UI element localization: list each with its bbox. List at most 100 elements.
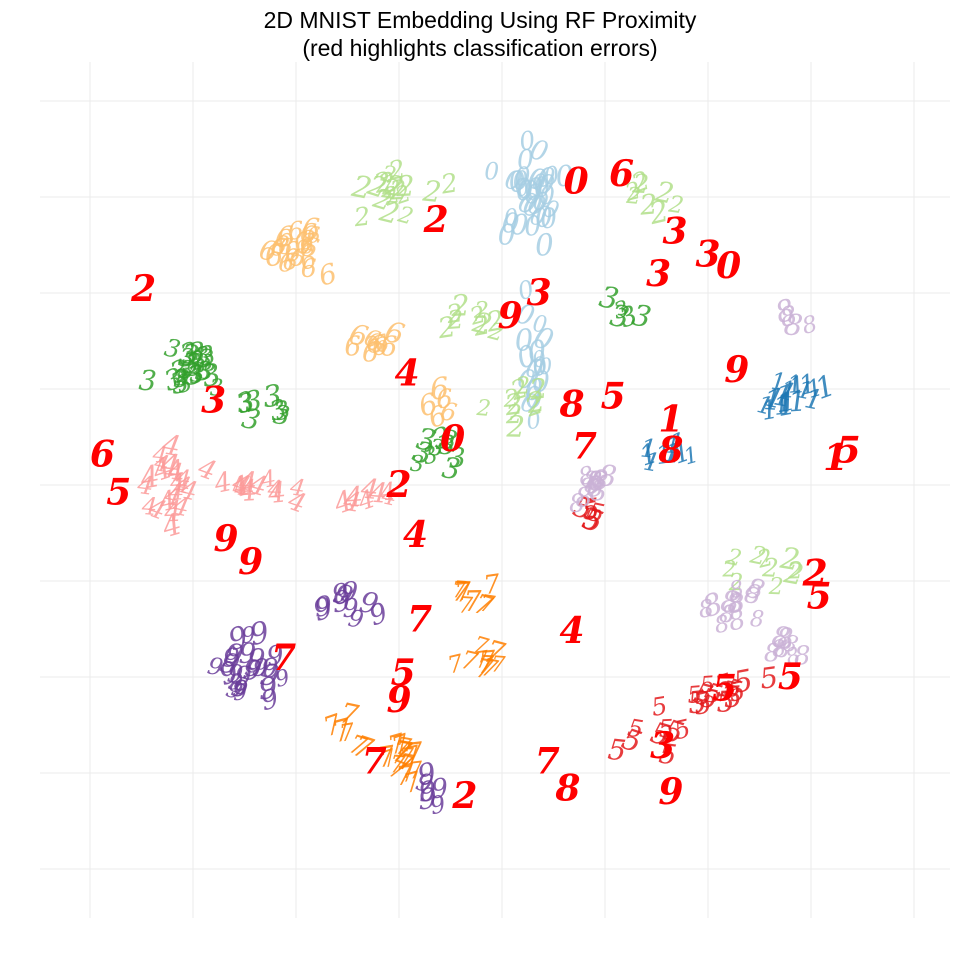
digit-point-6: 6 — [299, 219, 318, 250]
error-point-6: 6 — [609, 153, 634, 195]
digit-point-3: 3 — [173, 365, 190, 392]
digit-point-2: 2 — [514, 371, 531, 400]
digit-point-0: 0 — [502, 204, 519, 232]
digit-point-2: 2 — [385, 154, 408, 186]
digit-point-4: 4 — [151, 450, 172, 479]
digit-point-6: 6 — [428, 371, 451, 408]
digit-point-0: 0 — [500, 206, 520, 240]
digit-point-3: 3 — [186, 335, 207, 370]
digit-point-7: 7 — [458, 592, 475, 619]
digit-point-2: 2 — [787, 557, 804, 584]
digit-point-8: 8 — [589, 474, 607, 507]
digit-point-6: 6 — [297, 244, 321, 277]
digit-point-5: 5 — [671, 714, 693, 746]
digit-point-2: 2 — [505, 410, 525, 444]
error-point-9: 9 — [498, 295, 523, 337]
digit-point-5: 5 — [758, 661, 780, 696]
error-point-3: 3 — [650, 725, 675, 767]
digit-point-0: 0 — [516, 176, 534, 207]
digit-point-0: 0 — [523, 211, 542, 243]
digit-point-2: 2 — [721, 556, 737, 582]
digit-point-0: 0 — [514, 161, 532, 192]
digit-point-8: 8 — [719, 584, 742, 620]
digit-point-0: 0 — [525, 173, 544, 205]
digit-point-7: 7 — [478, 589, 497, 619]
digit-point-8: 8 — [770, 635, 788, 663]
digit-point-2: 2 — [445, 305, 464, 336]
digit-point-3: 3 — [194, 342, 215, 374]
digit-point-7: 7 — [458, 644, 481, 677]
digit-point-4: 4 — [158, 447, 181, 483]
digit-point-1: 1 — [802, 383, 825, 417]
digit-point-9: 9 — [330, 583, 352, 619]
digit-point-7: 7 — [445, 649, 467, 680]
grid — [40, 62, 950, 918]
digit-point-9: 9 — [346, 604, 366, 634]
digit-point-2: 2 — [502, 384, 520, 413]
digit-point-6: 6 — [438, 396, 460, 428]
digit-point-4: 4 — [238, 466, 258, 499]
digit-point-8: 8 — [576, 460, 597, 491]
digit-point-4: 4 — [163, 497, 182, 529]
digit-point-3: 3 — [440, 450, 463, 486]
digit-point-4: 4 — [227, 471, 250, 502]
digit-point-8: 8 — [725, 605, 748, 638]
digit-point-0: 0 — [524, 373, 543, 408]
error-point-7: 7 — [407, 598, 432, 640]
digit-point-1: 1 — [777, 375, 800, 407]
error-point-8: 8 — [554, 767, 580, 809]
digit-point-7: 7 — [478, 645, 498, 676]
error-point-9: 9 — [238, 541, 263, 583]
digit-point-3: 3 — [195, 340, 219, 373]
digit-point-4: 4 — [135, 470, 156, 501]
digit-point-3: 3 — [194, 342, 212, 370]
digit-point-3: 3 — [611, 296, 632, 325]
digit-point-9: 9 — [241, 622, 257, 649]
digit-point-9: 9 — [251, 652, 270, 683]
error-point-5: 5 — [391, 652, 416, 694]
digit-point-4: 4 — [168, 468, 186, 497]
chart-title: 2D MNIST Embedding Using RF Proximity — [263, 7, 697, 33]
digit-point-0: 0 — [537, 354, 553, 380]
digit-point-5: 5 — [699, 672, 715, 699]
digit-point-2: 2 — [379, 173, 403, 207]
error-point-3: 3 — [695, 234, 720, 276]
digit-point-2: 2 — [352, 202, 372, 233]
digit-point-1: 1 — [654, 439, 674, 471]
digit-point-8: 8 — [800, 311, 820, 340]
error-point-5: 5 — [807, 575, 832, 617]
digit-point-7: 7 — [452, 577, 467, 603]
digit-point-3: 3 — [183, 347, 206, 384]
error-point-2: 2 — [451, 775, 477, 817]
digit-point-7: 7 — [490, 651, 507, 678]
digit-point-2: 2 — [378, 161, 399, 190]
digit-point-2: 2 — [370, 166, 394, 200]
digit-point-1: 1 — [787, 371, 808, 401]
digit-point-2: 2 — [444, 298, 465, 329]
digit-point-1: 1 — [795, 375, 815, 405]
digit-point-2: 2 — [438, 168, 460, 200]
digit-point-3: 3 — [173, 365, 189, 394]
error-point-4: 4 — [395, 353, 420, 395]
digit-point-9: 9 — [272, 664, 292, 693]
error-point-0: 0 — [440, 418, 465, 460]
digit-point-9: 9 — [232, 679, 248, 706]
digit-point-7: 7 — [482, 569, 503, 601]
digit-point-0: 0 — [532, 365, 550, 398]
digit-point-9: 9 — [339, 576, 359, 608]
digit-point-2: 2 — [449, 288, 470, 323]
digit-point-2: 2 — [485, 317, 507, 347]
digit-point-5: 5 — [725, 676, 748, 709]
digit-point-6: 6 — [316, 258, 341, 292]
digit-point-7: 7 — [473, 654, 494, 686]
digit-point-9: 9 — [258, 683, 282, 717]
digit-point-6: 6 — [274, 223, 293, 254]
digit-point-1: 1 — [664, 441, 684, 469]
digit-point-2: 2 — [466, 300, 489, 331]
digit-point-3: 3 — [427, 434, 446, 462]
digit-point-5: 5 — [686, 682, 703, 709]
digit-point-9: 9 — [234, 661, 252, 692]
digit-point-4: 4 — [258, 466, 278, 495]
digit-point-1: 1 — [769, 367, 787, 397]
digit-point-8: 8 — [727, 576, 747, 605]
